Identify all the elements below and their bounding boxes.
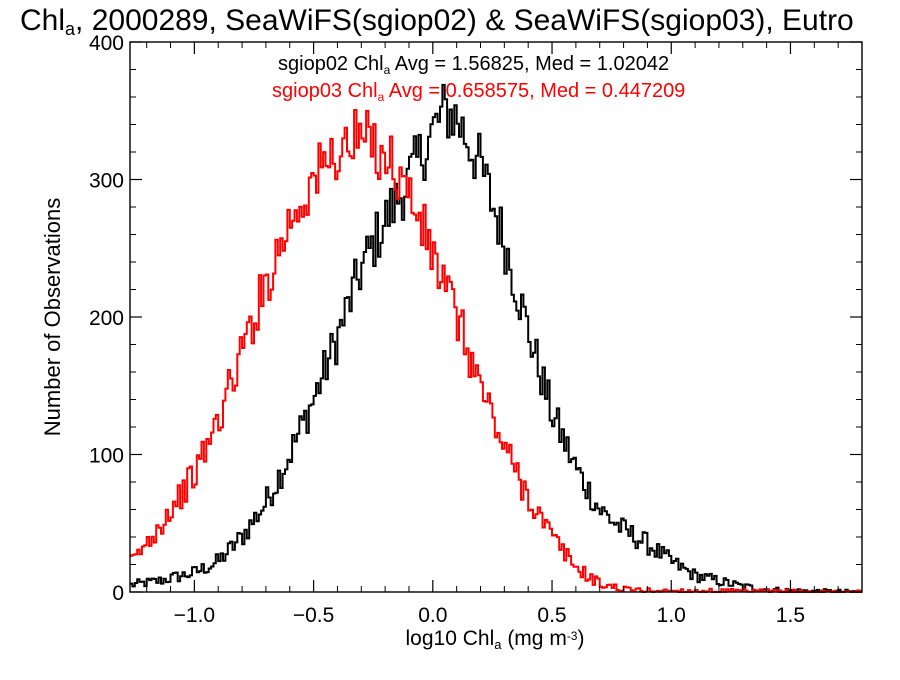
series-layer bbox=[130, 83, 862, 593]
y-tick-label: 0 bbox=[112, 582, 124, 605]
y-axis-label: Number of Observations bbox=[40, 198, 65, 436]
plot-frame bbox=[129, 41, 863, 593]
y-tick-label: 100 bbox=[89, 445, 124, 468]
x-tick-label: 0.5 bbox=[537, 604, 566, 627]
axes-layer: 0 100 200 300 400 −1.0 −0.5 0.0 0.5 1.0 1.5 bbox=[89, 32, 863, 627]
x-tick-label: −0.5 bbox=[293, 604, 334, 627]
x-tick-label: 1.5 bbox=[776, 604, 805, 627]
x-tick-label: 0.0 bbox=[418, 604, 447, 627]
x-axis-label: log10 Chla (mg m-3) bbox=[406, 627, 585, 652]
chart-title: Chla, 2000289, SeaWiFS(sgiop02) & SeaWiF… bbox=[20, 4, 854, 39]
histogram-line-sgiop03 bbox=[130, 109, 862, 593]
x-tick-label: 1.0 bbox=[657, 604, 686, 627]
legend: sgiop02 Chla Avg = 1.56825, Med = 1.0204… bbox=[272, 53, 685, 104]
y-tick-label: 400 bbox=[89, 32, 124, 55]
y-tick-label: 200 bbox=[89, 307, 124, 330]
y-tick-label: 300 bbox=[89, 170, 124, 193]
legend-stats-sgiop03: sgiop03 Chla Avg = 0.658575, Med = 0.447… bbox=[272, 80, 685, 104]
x-tick-label: −1.0 bbox=[174, 604, 215, 627]
legend-stats-sgiop02: sgiop02 Chla Avg = 1.56825, Med = 1.0204… bbox=[278, 53, 669, 77]
histogram-line-sgiop02 bbox=[130, 83, 862, 593]
